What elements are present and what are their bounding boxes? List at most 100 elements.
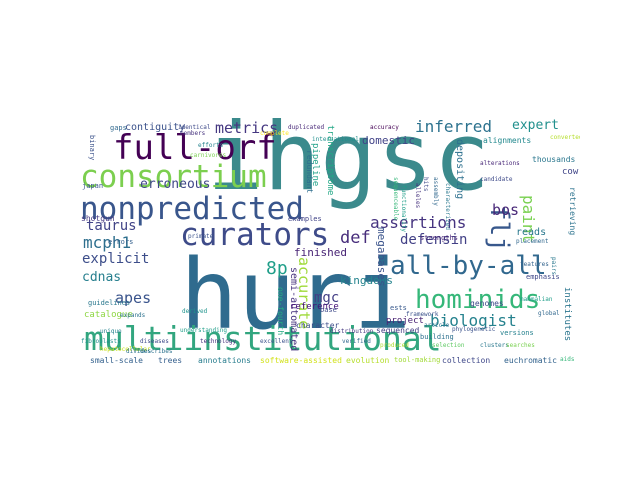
word-shotgun: shotgun xyxy=(81,214,115,223)
word-divides: divides xyxy=(126,348,152,355)
word-accuracy: accuracy xyxy=(370,124,399,131)
word-inferred: inferred xyxy=(415,117,493,136)
word-assembly: assembly xyxy=(432,177,439,206)
word-alleles: alleles xyxy=(414,183,421,209)
word-carnivores: carnivores xyxy=(190,152,227,159)
word-semi-automated: semi-automated xyxy=(288,267,299,352)
word-domestic: domestic xyxy=(362,134,415,147)
word-errors: errors xyxy=(108,238,134,246)
word-complete: complete xyxy=(260,130,289,137)
word-annotations: annotations xyxy=(198,356,251,365)
word-accurate: accurate xyxy=(295,257,313,330)
word-depositing: depositing xyxy=(454,139,465,200)
word-ihgsc: ihgsc xyxy=(207,117,490,212)
word-8p: 8p xyxy=(266,258,288,279)
word-sequenceable: sequenceable xyxy=(392,177,399,221)
word-understanding: understanding xyxy=(180,327,227,334)
word-bos: bos xyxy=(492,201,520,219)
word-members: members xyxy=(180,130,206,137)
word-collection: collection xyxy=(442,356,491,365)
word-reference: reference xyxy=(290,302,339,312)
word-excellent: excellent xyxy=(260,338,293,345)
word-trees: trees xyxy=(158,356,183,365)
word-japan: japan xyxy=(82,182,104,190)
word-alterations: alterations xyxy=(480,160,520,167)
word-international: international xyxy=(312,136,359,143)
word-redundant: redundant xyxy=(305,150,314,194)
word-curators: curators xyxy=(180,217,330,253)
word-apes: apes xyxy=(115,289,152,307)
word-expands: expands xyxy=(120,312,146,319)
word-fibroblasts: fibroblasts xyxy=(81,338,121,345)
word-describes: describes xyxy=(140,348,173,355)
word-defensin: defensin xyxy=(400,232,468,248)
word-alignments: alignments xyxy=(483,136,532,145)
word-catalogue: catalogue xyxy=(84,310,133,320)
word-full-orf: full-orf xyxy=(113,128,277,168)
word-character: character xyxy=(296,321,340,330)
word-hominids: hominids xyxy=(415,285,541,315)
word-one-fourth: one-fourth xyxy=(276,287,285,336)
word-pipeline: pipeline xyxy=(310,143,320,187)
word-placement: placement xyxy=(516,238,549,245)
word-gaps: gaps xyxy=(110,124,127,132)
word-features: features xyxy=(520,261,549,268)
word-retrieving: retrieving xyxy=(568,187,577,236)
word-searches: searches xyxy=(506,342,535,349)
word-article: article xyxy=(424,322,450,329)
word-phylogenetic: phylogenetic xyxy=(452,326,496,333)
word-reads: reads xyxy=(516,227,547,238)
word-framework: framework xyxy=(406,311,439,318)
word-mgc: mgc xyxy=(314,290,340,306)
word-small-scale: small-scale xyxy=(90,356,143,365)
word-technology: technology xyxy=(200,338,237,345)
word-expert: expert xyxy=(512,118,559,133)
word-finished: finished xyxy=(294,246,347,259)
word-verified: verified xyxy=(342,338,371,345)
word-sequenced: sequenced xyxy=(376,326,420,335)
word-project: project xyxy=(386,316,424,326)
word-euchromatic: euchromatic xyxy=(504,356,557,365)
word-diseases: diseases xyxy=(140,338,169,345)
word-clusters: clusters xyxy=(480,342,509,349)
word-all-by-all: all-by-all xyxy=(390,251,547,281)
word-software-assisted: software-assisted xyxy=(260,356,342,365)
word-duplicated: duplicated xyxy=(288,124,325,131)
word-emphasis: emphasis xyxy=(526,273,560,281)
word-versions: versions xyxy=(500,329,534,337)
word-nonpredicted: nonpredicted xyxy=(80,191,304,227)
word-huri: huri xyxy=(180,239,412,351)
word-building: building xyxy=(420,333,454,341)
word-unique: unique xyxy=(100,328,122,335)
word-candidate: candidate xyxy=(480,176,513,183)
word-strengths: strengths xyxy=(420,234,458,242)
word-metrics: metrics xyxy=(215,119,279,137)
word-institutes: institutes xyxy=(562,287,572,342)
word-multiinstitutional: multiinstitutional xyxy=(84,319,442,358)
word-binary: binary xyxy=(88,135,96,161)
word-genomes: genomes xyxy=(470,299,504,308)
word-consortium: consortium xyxy=(80,159,267,195)
word-cdnas: cdnas xyxy=(82,270,122,285)
word-hepatocellular: hepatocellular xyxy=(100,346,151,353)
word-kingdoms: kingdoms xyxy=(340,274,393,287)
word-characterized: characterized xyxy=(444,183,451,230)
word-functionality: functionality xyxy=(400,185,407,232)
word-pairs: pairs xyxy=(550,257,557,276)
word-contiguity: contiguity xyxy=(125,122,186,133)
word-def: def xyxy=(340,228,371,248)
word-primate: primate xyxy=(188,233,214,240)
word-examples: examples xyxy=(288,215,322,223)
word-ests: ests xyxy=(390,304,407,312)
word-taurus: taurus xyxy=(86,218,137,234)
word-efforts: efforts xyxy=(198,142,224,149)
word-mammalian: mammalian xyxy=(520,296,553,303)
word-evolution: evolution xyxy=(346,356,390,365)
word-guidelines: guidelines xyxy=(88,299,131,307)
word-hits: hits xyxy=(422,177,429,192)
word-transcriptome: transcriptome xyxy=(325,125,335,196)
word-flj: flj xyxy=(484,205,514,252)
word-biologist: biologist xyxy=(430,311,517,330)
word-paint: paint xyxy=(519,195,538,244)
word-explicit: explicit xyxy=(82,251,150,267)
